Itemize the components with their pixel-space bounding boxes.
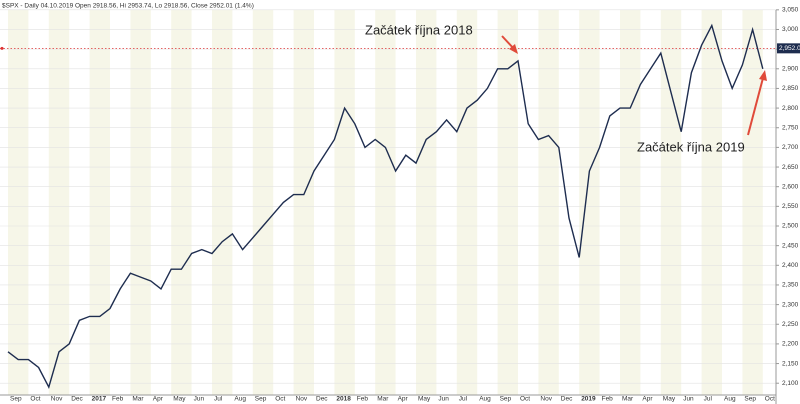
month-stripe [48,10,70,395]
month-stripe [171,10,192,395]
x-tick-label: Apr [153,396,164,403]
x-tick-label: Mar [377,396,389,403]
month-stripe [89,10,110,395]
month-stripe [538,10,559,395]
price-line [7,23,764,389]
x-tick-label: Oct [765,396,775,403]
x-tick-label: Jun [194,396,205,403]
x-tick-label: Dec [71,396,83,403]
month-stripe [212,10,233,395]
x-tick-label: Oct [520,396,530,403]
x-tick-label: Mar [132,396,144,403]
y-tick-label: 2,350 [782,282,799,289]
x-tick-label: Sep [10,396,22,403]
annotation: Začátek října 2019 [637,139,745,154]
x-tick-label: Jul [704,396,713,403]
month-stripe [8,10,29,395]
last-price-label: 2,952.01 [779,45,800,52]
x-tick-label: Aug [234,396,246,403]
x-tick-label: Feb [602,396,614,403]
month-stripe [660,10,682,395]
y-tick-label: 2,450 [782,242,799,249]
x-tick-label: Jul [459,396,468,403]
x-tick-label: Sep [255,396,267,403]
month-stripe [293,10,314,395]
x-tick-label: Jun [683,396,694,403]
month-stripe [497,10,518,395]
x-tick-label: Apr [398,396,409,403]
x-tick-label: Feb [112,396,124,403]
y-tick-label: 2,900 [782,65,799,72]
y-tick-label: 2,650 [782,164,799,171]
x-tick-label: May [418,396,431,403]
month-stripe [742,10,763,395]
month-stripe [701,10,722,395]
month-stripe [130,10,151,395]
arrow-head [509,44,518,54]
y-tick-label: 3,000 [782,26,799,33]
x-tick-label: Jun [438,396,449,403]
y-tick-label: 2,500 [782,223,799,230]
x-tick-label: Oct [275,396,285,403]
x-tick-label: Dec [316,396,328,403]
y-tick-label: 2,850 [782,85,799,92]
last-price-dot [0,46,4,50]
y-tick-label: 2,300 [782,301,799,308]
x-tick-label: Sep [500,396,512,403]
y-tick-label: 2,100 [782,380,799,387]
arrow-head [759,70,767,81]
month-stripe [620,10,641,395]
y-tick-label: 2,200 [782,341,799,348]
x-tick-label: Jul [214,396,223,403]
month-stripe [456,10,478,395]
x-tick-label: Nov [540,396,552,403]
x-tick-label: May [173,396,186,403]
month-stripe [334,10,355,395]
y-tick-label: 2,700 [782,144,799,151]
last-price-box [777,43,800,54]
y-tick-label: 2,400 [782,262,799,269]
y-tick-label: 2,600 [782,183,799,190]
x-tick-label: Dec [561,396,573,403]
x-tick-label: Aug [479,396,491,403]
y-tick-label: 2,750 [782,124,799,131]
arrow [747,77,764,136]
x-tick-label: 2019 [581,396,596,403]
month-stripe [252,10,274,395]
month-stripe [579,10,600,395]
x-tick-label: Mar [622,396,634,403]
y-tick-label: 3,050 [782,7,799,14]
x-tick-label: Nov [51,396,63,403]
x-tick-label: 2017 [92,396,107,403]
chart-title: $SPX - Daily 04.10.2019 Open 2918.56, Hi… [2,3,254,10]
x-tick-label: Nov [296,396,308,403]
x-tick-label: Aug [724,396,736,403]
x-tick-label: 2018 [336,396,351,403]
month-stripe [416,10,437,395]
y-tick-label: 2,150 [782,360,799,367]
x-tick-label: Apr [642,396,653,403]
y-tick-label: 2,250 [782,321,799,328]
month-stripe [375,10,396,395]
y-tick-label: 2,550 [782,203,799,210]
y-tick-label: 2,800 [782,105,799,112]
x-tick-label: Oct [30,396,40,403]
x-tick-label: Sep [744,396,756,403]
annotation: Začátek října 2018 [365,22,473,37]
x-tick-label: May [663,396,676,403]
x-tick-label: Feb [357,396,369,403]
